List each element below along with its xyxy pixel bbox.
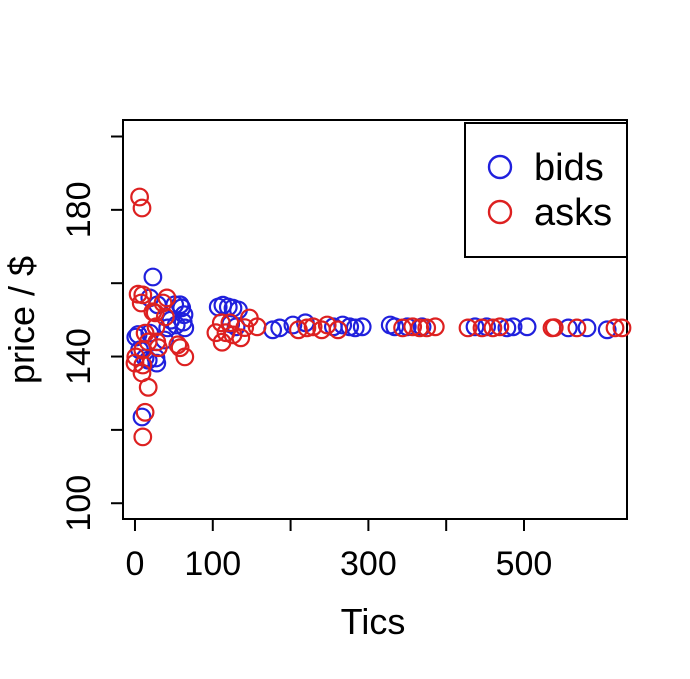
ask-point: [175, 347, 195, 367]
ask-point: [612, 318, 632, 338]
x-tick-label: 500: [496, 545, 553, 583]
ask-point: [490, 317, 510, 337]
bid-point: [503, 317, 523, 337]
x-axis: 0 100 300 500: [126, 519, 553, 583]
ask-point: [605, 318, 625, 338]
ask-point: [403, 317, 423, 337]
ask-point: [328, 320, 348, 340]
x-tick-label: 0: [126, 545, 145, 583]
legend-marker-bids: [487, 154, 513, 180]
ask-point: [131, 293, 151, 313]
legend-label-bids: bids: [534, 147, 604, 189]
bid-point: [175, 318, 195, 338]
ask-point: [135, 323, 155, 343]
legend-label-asks: asks: [534, 192, 612, 234]
y-tick-label: 140: [60, 328, 98, 385]
ask-point: [247, 317, 267, 337]
bid-point: [597, 320, 617, 340]
plot-border: [122, 119, 628, 520]
ask-point: [133, 285, 153, 305]
legend-border: [464, 122, 628, 258]
ask-point: [231, 328, 251, 348]
ask-point: [155, 307, 175, 327]
y-axis-title: price / $: [1, 256, 42, 384]
bid-point: [132, 407, 152, 427]
ask-point: [235, 318, 255, 338]
ask-point: [130, 187, 150, 207]
ask-point: [317, 315, 337, 335]
bid-point: [174, 305, 194, 325]
ask-point: [133, 427, 153, 447]
ask-point: [289, 320, 308, 340]
x-tick-label: 300: [340, 545, 397, 583]
legend-marker-asks: [487, 199, 513, 225]
ask-point: [170, 338, 190, 358]
bid-point: [497, 318, 517, 338]
y-axis: 100 140 180: [60, 135, 123, 532]
ask-point: [303, 317, 323, 337]
bid-point: [143, 267, 163, 287]
bid-point: [465, 317, 485, 337]
y-tick-label: 100: [60, 475, 98, 532]
bid-point: [270, 318, 290, 338]
bid-point: [283, 315, 303, 335]
ask-point: [425, 317, 445, 337]
bid-point: [517, 317, 537, 337]
ask-point: [138, 332, 158, 352]
x-tick-label: 100: [184, 545, 241, 583]
data-points: [125, 187, 632, 447]
ask-point: [472, 318, 492, 338]
ask-point: [458, 318, 478, 338]
ask-point: [132, 198, 152, 218]
ask-point: [138, 377, 158, 397]
ask-point: [567, 318, 587, 338]
y-tick-label: 180: [60, 181, 98, 238]
ask-point: [483, 318, 503, 338]
ask-point: [146, 317, 166, 337]
bid-point: [352, 317, 372, 337]
ask-point: [135, 402, 155, 422]
ask-point: [153, 293, 173, 313]
x-axis-title: Tics: [341, 601, 406, 642]
ask-point: [297, 318, 317, 338]
ask-point: [157, 288, 177, 308]
ask-point: [211, 313, 231, 333]
ask-point: [148, 338, 168, 358]
ask-point: [133, 355, 153, 375]
bid-point: [577, 318, 597, 338]
ask-point: [544, 318, 564, 338]
ask-point: [417, 318, 437, 338]
bid-point: [385, 317, 405, 337]
